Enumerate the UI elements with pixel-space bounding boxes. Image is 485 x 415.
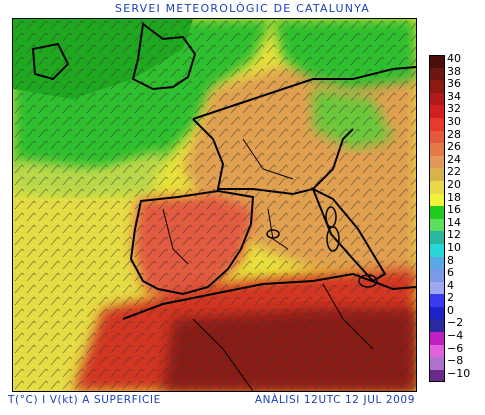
legend-row: −6 [429, 341, 485, 358]
legend-swatch [429, 344, 445, 358]
legend-swatch [429, 168, 445, 181]
legend-label: 24 [447, 152, 461, 166]
legend-row: 20 [429, 177, 485, 194]
variable-label: T(°C) I V(kt) A SUPERFICIE [8, 394, 161, 406]
legend-label: 30 [447, 114, 461, 128]
legend-swatch [429, 67, 445, 81]
legend-label: 32 [447, 102, 461, 116]
legend-row: 40 [429, 52, 485, 68]
temperature-legend: 40 38 36 34 32 30 28 26 24 22 20 18 16 14 12 10 8 6 4 2 0 −2−… [429, 52, 485, 383]
legend-swatch [429, 92, 445, 106]
legend-swatch [429, 319, 445, 333]
legend-row: 32 [429, 102, 485, 118]
legend-label: 40 [447, 52, 461, 65]
legend-swatch [429, 369, 445, 383]
legend-label: −6 [447, 341, 464, 355]
legend-swatch [429, 218, 445, 232]
legend-label: 14 [447, 215, 461, 229]
legend-label: 34 [447, 89, 461, 103]
temperature-wind-map [12, 18, 417, 392]
legend-label: 6 [447, 266, 454, 280]
legend-row: 36 [429, 77, 485, 93]
legend-label: 22 [447, 165, 461, 179]
legend-row: 34 [429, 89, 485, 106]
legend-row: 26 [429, 140, 485, 156]
legend-swatch [429, 269, 445, 282]
legend-swatch [429, 130, 445, 144]
analysis-time-label: ANÀLISI 12UTC 12 JUL 2009 [254, 394, 415, 406]
legend-row: 16 [429, 203, 485, 219]
legend-swatch [429, 180, 445, 194]
legend-label: 10 [447, 240, 461, 254]
legend-swatch [429, 193, 445, 207]
legend-row: 28 [429, 127, 485, 144]
legend-swatch [429, 55, 445, 68]
legend-swatch [429, 306, 445, 320]
legend-row: 24 [429, 152, 485, 169]
legend-swatch [429, 294, 445, 307]
legend-row: 4 [429, 278, 485, 295]
legend-swatch [429, 357, 445, 370]
legend-row: 18 [429, 190, 485, 207]
legend-row: −2 [429, 316, 485, 333]
legend-swatch [429, 281, 445, 295]
legend-row: −8 [429, 354, 485, 370]
legend-label: 18 [447, 190, 461, 204]
legend-row: 2 [429, 291, 485, 307]
legend-swatch [429, 231, 445, 244]
legend-row: −10 [429, 366, 485, 383]
legend-label: −8 [447, 354, 464, 368]
legend-row: 12 [429, 228, 485, 244]
legend-row: 8 [429, 253, 485, 270]
legend-swatch [429, 80, 445, 93]
legend-label: 26 [447, 140, 461, 154]
legend-swatch [429, 332, 445, 345]
legend-label: 16 [447, 203, 461, 217]
legend-swatch [429, 105, 445, 118]
legend-row: 30 [429, 114, 485, 131]
legend-label: 0 [447, 303, 454, 317]
legend-label: 12 [447, 228, 461, 242]
legend-label: 36 [447, 77, 461, 91]
legend-row: −4 [429, 329, 485, 345]
legend-label: 2 [447, 291, 454, 305]
legend-label: 8 [447, 253, 454, 267]
legend-label: −2 [447, 316, 464, 330]
legend-row: 22 [429, 165, 485, 181]
legend-swatch [429, 243, 445, 257]
legend-row: 10 [429, 240, 485, 257]
legend-label: 4 [447, 278, 454, 292]
legend-swatch [429, 256, 445, 270]
legend-label: 20 [447, 177, 461, 191]
legend-label: −10 [447, 366, 471, 380]
legend-swatch [429, 206, 445, 219]
legend-row: 6 [429, 266, 485, 282]
map-title: SERVEI METEOROLÒGIC DE CATALUNYA [115, 2, 370, 15]
legend-swatch [429, 117, 445, 131]
legend-row: 0 [429, 303, 485, 320]
legend-swatch [429, 155, 445, 169]
legend-label: −4 [447, 329, 464, 343]
legend-row: 14 [429, 215, 485, 232]
legend-label: 38 [447, 64, 461, 78]
legend-swatch [429, 143, 445, 156]
legend-label: 28 [447, 127, 461, 141]
legend-row: 38 [429, 64, 485, 81]
